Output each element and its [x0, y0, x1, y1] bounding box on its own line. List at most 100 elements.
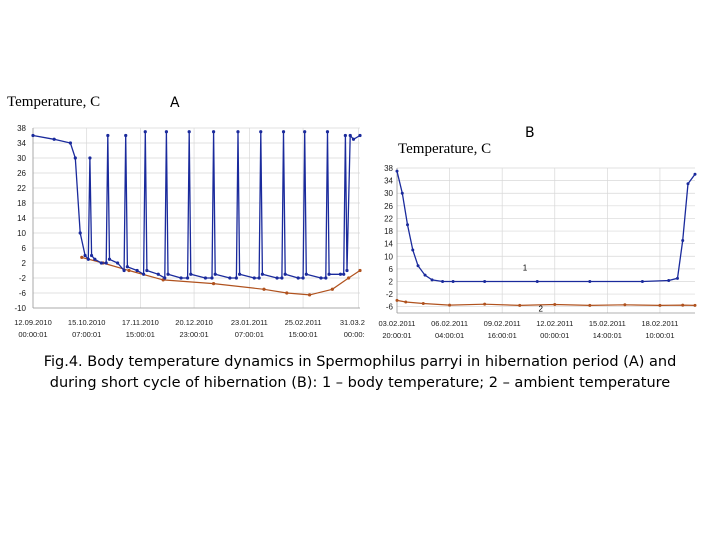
y-tick-label: -10	[14, 304, 26, 313]
y-tick-label: 22	[384, 214, 393, 223]
data-point-ambient	[80, 255, 84, 259]
data-point-body	[260, 272, 264, 276]
x-tick-label: 23:00:01	[179, 330, 208, 339]
data-point-body	[228, 276, 232, 280]
data-point-ambient	[681, 303, 685, 307]
data-point-body	[252, 276, 256, 280]
data-point-body	[83, 253, 87, 258]
data-point-body	[31, 133, 35, 138]
data-point-ambient	[395, 298, 399, 302]
data-point-body	[122, 268, 126, 273]
data-point-ambient	[623, 303, 627, 307]
data-point-ambient	[211, 282, 216, 286]
x-tick-label: 31.03.2011	[340, 318, 365, 327]
data-point-body	[667, 279, 671, 283]
x-tick-label: 15.02.2011	[589, 319, 626, 328]
data-point-body	[86, 257, 90, 261]
data-point-body	[163, 276, 167, 280]
data-point-body	[88, 156, 92, 160]
y-tick-label: 22	[17, 184, 26, 193]
data-point-ambient	[358, 268, 362, 273]
chart-b-y-axis-label: Temperature, C	[398, 141, 492, 157]
x-tick-label: 15:00:01	[126, 330, 155, 339]
data-point-body	[124, 133, 128, 138]
x-tick-label: 07:00:01	[235, 330, 264, 339]
chart-b: 38 34 30 26 22 18 14 10 6 2 -2 -6 03.02.2011 20:00:01…	[379, 164, 697, 340]
data-point-body	[693, 172, 697, 176]
data-point-ambient	[588, 303, 592, 307]
series-line-ambient-b	[396, 299, 696, 307]
data-point-body	[281, 130, 286, 134]
x-tick-label: 06.02.2011	[431, 319, 468, 328]
data-point-body	[257, 276, 261, 280]
data-point-body	[210, 276, 214, 280]
x-tick-label: 20.12.2010	[175, 318, 213, 327]
x-tick-label: 12.02.2011	[536, 319, 573, 328]
data-point-body	[73, 156, 77, 160]
data-point-body	[89, 253, 94, 258]
y-tick-label: 30	[384, 189, 393, 198]
y-tick-label: 30	[17, 154, 26, 163]
x-tick-label: 00:00:01	[540, 331, 569, 340]
y-tick-label: 10	[17, 229, 26, 238]
panel-a-label: A	[170, 95, 180, 111]
data-point-body	[483, 279, 487, 283]
x-tick-label: 00:00:01	[344, 330, 365, 339]
data-point-body	[327, 272, 331, 276]
y-tick-label: 18	[384, 227, 393, 236]
x-tick-label: 18.02.2011	[641, 319, 678, 328]
y-tick-label: 6	[22, 244, 27, 253]
x-tick-label: 12.09.2010	[14, 318, 52, 327]
data-point-body	[675, 276, 679, 280]
data-point-body	[400, 191, 404, 195]
y-tick-label: 6	[389, 265, 394, 274]
y-tick-label: 38	[17, 124, 26, 133]
data-point-body	[411, 248, 415, 252]
data-point-body	[416, 264, 420, 268]
data-point-ambient	[421, 302, 425, 306]
data-point-body	[142, 272, 146, 276]
y-tick-label: -2	[19, 274, 27, 283]
y-tick-label: 26	[384, 202, 393, 211]
chart-a: 38 34 30 26 22 18 14 10 6 2 -2 -6 -10 12.09.2010 00:00…	[14, 124, 365, 339]
y-tick-label: 34	[17, 139, 26, 148]
data-point-body	[106, 133, 110, 138]
data-point-body	[342, 272, 346, 276]
data-point-body	[423, 273, 427, 277]
data-point-body	[179, 276, 183, 280]
data-point-body	[395, 169, 399, 173]
data-point-body	[236, 130, 240, 134]
data-point-body	[325, 130, 330, 134]
chart-a-y-axis-label: Temperature, C	[7, 94, 101, 110]
data-point-ambient	[553, 302, 557, 306]
data-point-body	[93, 257, 97, 261]
data-point-body	[107, 257, 112, 261]
x-tick-label: 17.11.2010	[122, 318, 159, 327]
data-point-body	[338, 272, 343, 276]
data-point-body	[283, 272, 287, 276]
y-tick-label: 18	[17, 199, 26, 208]
x-tick-label: 10:00:01	[645, 331, 674, 340]
data-point-ambient	[285, 291, 289, 295]
data-point-body	[125, 265, 129, 269]
data-point-body	[686, 182, 690, 186]
data-point-body	[304, 272, 308, 276]
data-point-body	[259, 130, 263, 134]
annotation-label: 1	[523, 263, 528, 272]
y-tick-label: -6	[386, 303, 394, 312]
y-tick-label: 26	[17, 169, 26, 178]
data-point-body	[68, 141, 73, 145]
data-point-body	[213, 272, 217, 276]
y-tick-label: 38	[384, 164, 393, 173]
data-point-ambient	[404, 300, 408, 304]
data-point-body	[156, 272, 160, 276]
data-point-body	[324, 276, 328, 280]
x-tick-label: 15.10.2010	[68, 318, 106, 327]
data-point-ambient	[127, 268, 131, 273]
data-point-body	[189, 272, 193, 276]
data-point-body	[99, 261, 103, 265]
data-point-body	[280, 276, 284, 280]
x-tick-label: 04:00:01	[435, 331, 464, 340]
data-point-ambient	[307, 293, 312, 297]
data-point-body	[234, 276, 238, 280]
